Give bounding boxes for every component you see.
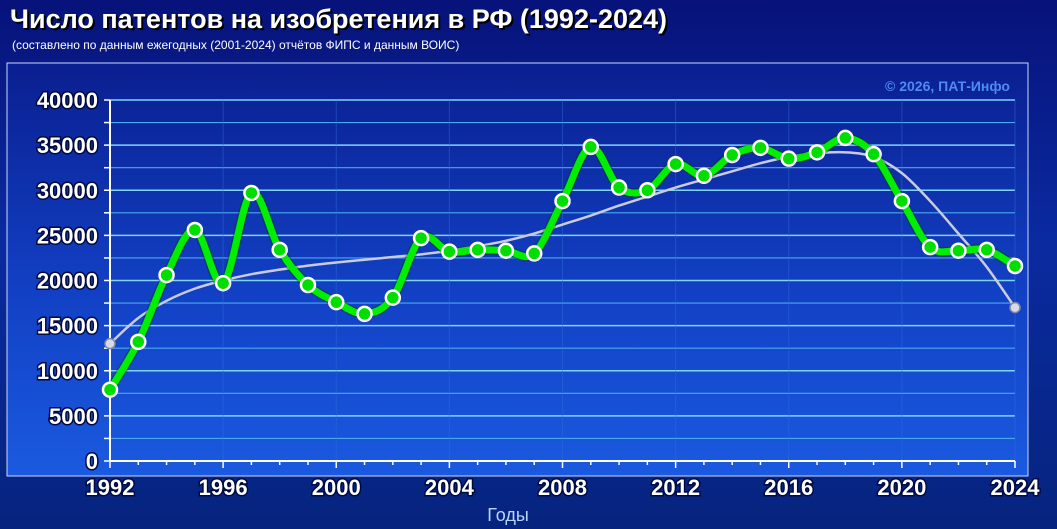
watermark: © 2026, ПАТ-Инфо [885,78,1010,94]
x-tick-label: 2016 [764,475,813,500]
data-point [867,147,881,161]
x-tick-label: 2012 [651,475,700,500]
x-tick-label: 2004 [425,475,475,500]
data-point [329,295,343,309]
data-point [895,194,909,208]
data-point [556,194,570,208]
data-point [442,245,456,259]
data-point [244,186,258,200]
data-point [358,307,372,321]
data-point [131,335,145,349]
data-point [386,291,400,305]
y-tick-label: 25000 [37,223,98,248]
data-point [584,140,598,154]
x-tick-label: 2024 [991,475,1041,500]
data-point [753,141,767,155]
data-point [499,244,513,258]
y-tick-label: 20000 [37,269,98,294]
data-point [951,244,965,258]
data-point [1008,259,1022,273]
data-point [669,157,683,171]
data-point [838,131,852,145]
x-axis-label: Годы [487,505,529,525]
trend-endpoint [1010,303,1020,313]
data-point [471,243,485,257]
y-tick-label: 10000 [37,359,98,384]
x-tick-label: 2000 [312,475,361,500]
y-tick-label: 15000 [37,314,98,339]
trend-endpoint [105,339,115,349]
data-point [725,148,739,162]
data-point [923,240,937,254]
y-tick-label: 5000 [49,404,98,429]
data-point [980,243,994,257]
data-point [301,278,315,292]
data-point [216,276,230,290]
x-tick-label: 1996 [199,475,248,500]
x-tick-label: 2020 [877,475,926,500]
y-tick-label: 40000 [37,88,98,113]
data-point [414,231,428,245]
y-tick-label: 35000 [37,133,98,158]
data-point [188,223,202,237]
data-point [103,383,117,397]
x-tick-label: 1992 [86,475,135,500]
data-point [782,152,796,166]
data-point [612,181,626,195]
data-point [810,145,824,159]
data-point [273,243,287,257]
data-point [640,183,654,197]
y-tick-label: 30000 [37,178,98,203]
x-tick-label: 2008 [538,475,587,500]
data-point [160,268,174,282]
data-point [697,169,711,183]
plot-area [7,63,1028,476]
y-tick-label: 0 [86,449,98,474]
data-point [527,246,541,260]
